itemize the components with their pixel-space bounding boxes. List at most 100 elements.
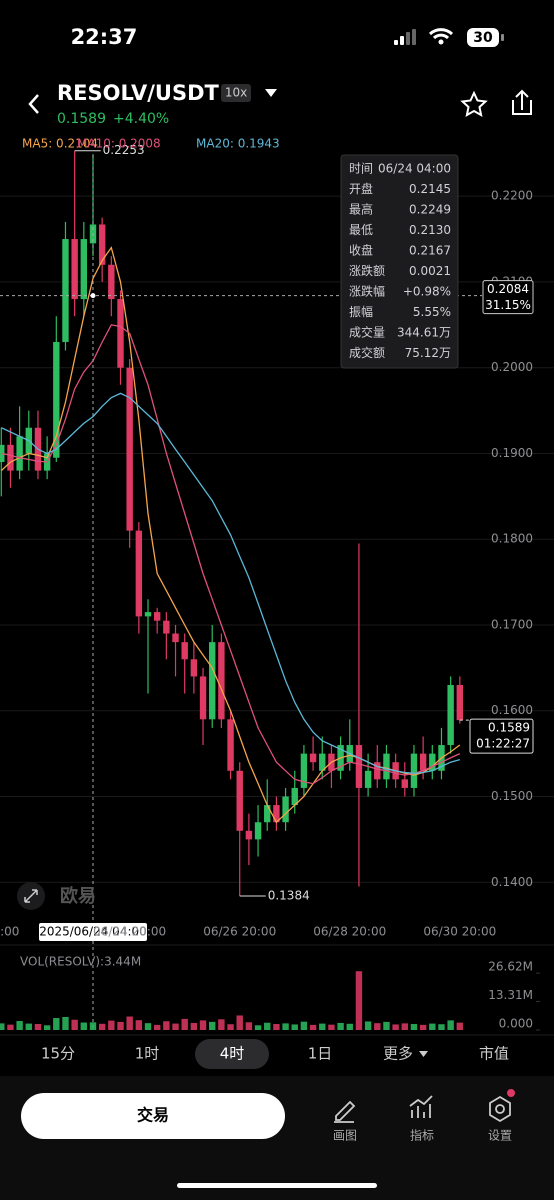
volume-bar bbox=[117, 1021, 124, 1030]
timeframe-tab[interactable]: 市值 bbox=[479, 1045, 509, 1063]
wifi-icon bbox=[428, 28, 454, 40]
timeframe-tabs: 15分 1时 4时 1日 更多 市值 bbox=[41, 1045, 509, 1063]
timeframe-tab[interactable]: 更多 bbox=[383, 1045, 413, 1063]
volume-bar bbox=[0, 1023, 5, 1030]
y-tick-label: 0.2200 bbox=[491, 189, 533, 203]
draw-icon[interactable] bbox=[334, 1100, 356, 1123]
volume-bar bbox=[291, 1024, 298, 1030]
indicator-icon[interactable] bbox=[409, 1095, 433, 1118]
tooltip-value: 0.2130 bbox=[409, 223, 451, 237]
favorite-button[interactable] bbox=[460, 90, 488, 117]
volume-bar bbox=[401, 1023, 408, 1030]
candle-body bbox=[153, 612, 161, 621]
volume-bar bbox=[80, 1022, 88, 1030]
timeframe-tab[interactable]: 1时 bbox=[135, 1045, 160, 1063]
volume-bar bbox=[309, 1024, 317, 1030]
tooltip-value: 344.61万 bbox=[397, 326, 451, 340]
volume-bar bbox=[355, 971, 363, 1030]
ma-line bbox=[1, 324, 461, 785]
y-tick-label: 0.1700 bbox=[491, 617, 533, 631]
timeframe-tab[interactable]: 1日 bbox=[308, 1045, 333, 1063]
trade-button[interactable] bbox=[21, 1093, 285, 1139]
signal-icon bbox=[394, 29, 416, 45]
settings-icon-center bbox=[495, 1104, 505, 1114]
candle-body bbox=[80, 239, 88, 300]
candle-body bbox=[71, 239, 78, 300]
pair-dropdown[interactable] bbox=[265, 89, 277, 97]
y-tick-label: 0.1400 bbox=[491, 875, 533, 889]
volume-bar bbox=[89, 1022, 97, 1030]
tooltip-label: 收盘 bbox=[349, 243, 373, 258]
volume-bar bbox=[328, 1024, 335, 1030]
candle-body bbox=[355, 745, 363, 788]
volume-bar bbox=[364, 1021, 372, 1030]
tooltip-label: 最低 bbox=[349, 223, 373, 237]
candle-body bbox=[144, 612, 152, 617]
volume-bar bbox=[181, 1018, 188, 1030]
volume-bar bbox=[264, 1022, 271, 1030]
volume-bar bbox=[62, 1016, 69, 1030]
tooltip-label: 最高 bbox=[349, 202, 373, 217]
candle-body bbox=[419, 753, 427, 771]
timeframe-tab[interactable]: 4时 bbox=[220, 1045, 245, 1063]
tooltip-label: 涨跌幅 bbox=[349, 284, 385, 299]
tooltip-label: 开盘 bbox=[349, 181, 373, 196]
volume-bar bbox=[7, 1024, 14, 1030]
volume-bar bbox=[43, 1025, 51, 1030]
volume-bar bbox=[254, 1025, 262, 1030]
timeframe-tab[interactable]: 15分 bbox=[41, 1045, 75, 1063]
candle-body bbox=[199, 676, 207, 720]
clock: 22:37 bbox=[71, 25, 138, 49]
candle-body bbox=[227, 719, 234, 771]
volume-bar bbox=[53, 1018, 60, 1030]
volume-bar bbox=[209, 1021, 216, 1030]
candle-body bbox=[126, 367, 133, 531]
candle-body bbox=[172, 633, 179, 643]
volume-bar bbox=[218, 1019, 225, 1030]
pair-name[interactable]: RESOLV/USDT bbox=[57, 81, 220, 105]
candle-body bbox=[135, 530, 143, 617]
candle-body bbox=[236, 770, 243, 831]
volume-bar bbox=[374, 1023, 381, 1030]
tooltip-value: 06/24 04:00 bbox=[378, 162, 451, 176]
price-tag-box bbox=[469, 718, 534, 754]
volume-bar bbox=[135, 1020, 143, 1030]
tool-label: 画图 bbox=[333, 1129, 357, 1143]
crosshair-price: 0.2084 bbox=[487, 282, 529, 296]
crosshair-dot bbox=[90, 293, 96, 299]
volume-bar bbox=[25, 1023, 32, 1030]
volume-bar bbox=[438, 1024, 445, 1030]
leverage: 10x bbox=[225, 86, 247, 100]
price-tag: 0.1589 bbox=[488, 721, 530, 735]
settings-icon[interactable] bbox=[489, 1095, 511, 1123]
volume-bar bbox=[199, 1020, 207, 1030]
candle-body bbox=[383, 753, 390, 780]
back-button[interactable] bbox=[28, 94, 39, 114]
volume-bar bbox=[163, 1021, 170, 1030]
candle-body bbox=[117, 299, 124, 368]
candle-body bbox=[264, 805, 271, 823]
watermark: 欧易 bbox=[60, 885, 96, 907]
crosshair-time-box bbox=[38, 923, 147, 941]
tool-label: 指标 bbox=[410, 1128, 434, 1143]
fullscreen-icon bbox=[24, 889, 38, 903]
share-button[interactable] bbox=[512, 89, 532, 115]
volume-bar bbox=[245, 1022, 253, 1030]
volume-bar bbox=[429, 1023, 436, 1030]
x-tick-label: 06/22 20:00 bbox=[0, 925, 19, 939]
x-tick-label: 06/30 20:00 bbox=[423, 925, 496, 939]
ma-legend: MA5: 0.2104 bbox=[22, 137, 98, 151]
tooltip-value: +0.98% bbox=[403, 285, 451, 299]
candle-body bbox=[62, 239, 69, 342]
volume-bar bbox=[282, 1023, 289, 1030]
tooltip-label: 成交额 bbox=[349, 345, 385, 360]
tooltip-value: 75.12万 bbox=[405, 346, 451, 360]
crosshair-percent: 31.15% bbox=[485, 298, 531, 312]
volume-bar bbox=[190, 1022, 198, 1030]
volume-tick-label: 0.000 bbox=[499, 1017, 533, 1031]
battery-tip bbox=[501, 34, 504, 41]
volume-tick-label: 26.62M bbox=[488, 960, 533, 974]
y-tick-label: 0.2000 bbox=[491, 360, 533, 374]
